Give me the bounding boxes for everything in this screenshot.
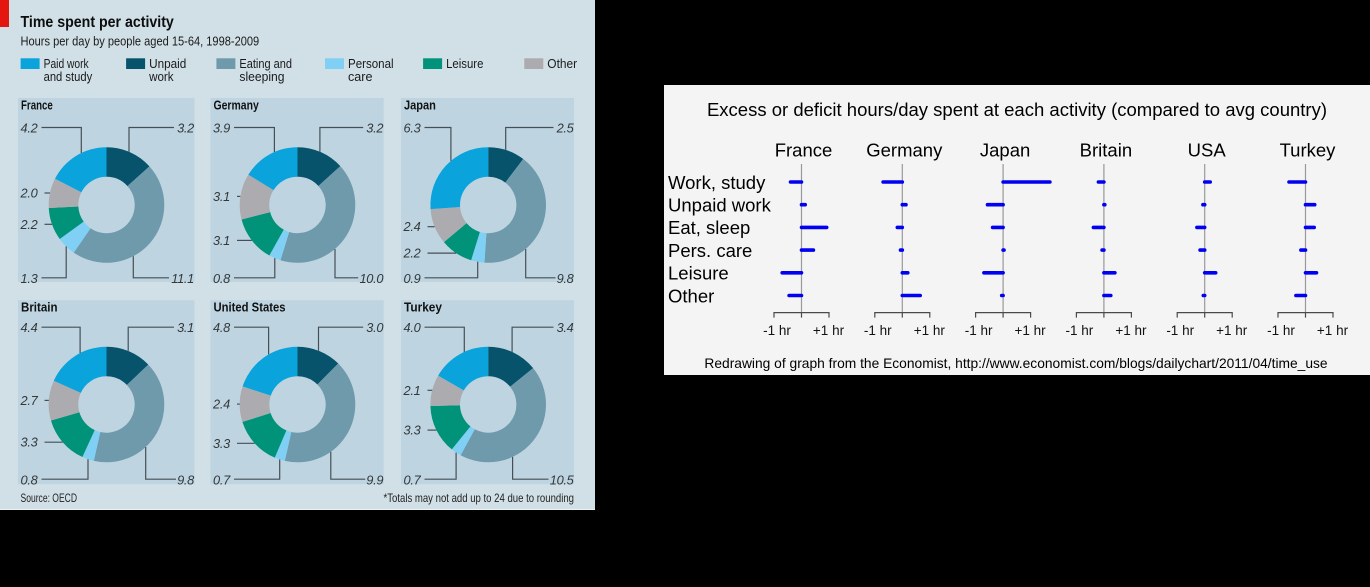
svg-text:France: France <box>775 140 833 161</box>
svg-text:4.4: 4.4 <box>21 320 38 335</box>
svg-text:3.9: 3.9 <box>213 121 230 136</box>
svg-text:2.5: 2.5 <box>556 121 575 136</box>
svg-text:10.5: 10.5 <box>550 472 575 487</box>
svg-text:2.4: 2.4 <box>212 397 230 412</box>
svg-text:3.3: 3.3 <box>213 436 230 451</box>
svg-text:Eat, sleep: Eat, sleep <box>668 217 750 238</box>
svg-text:0.7: 0.7 <box>404 472 422 487</box>
svg-text:Turkey: Turkey <box>404 301 442 315</box>
svg-text:work: work <box>148 69 174 84</box>
svg-text:Excess or deficit hours/day sp: Excess or deficit hours/day spent at eac… <box>707 99 1327 120</box>
svg-text:Leisure: Leisure <box>668 263 729 284</box>
svg-text:4.8: 4.8 <box>213 320 231 335</box>
svg-text:Redrawing of graph from the Ec: Redrawing of graph from the Economist, h… <box>704 356 1328 371</box>
svg-text:-1 hr: -1 hr <box>763 323 791 338</box>
svg-text:Work, study: Work, study <box>668 172 766 193</box>
svg-text:10.0: 10.0 <box>359 271 384 286</box>
svg-text:-1 hr: -1 hr <box>965 323 993 338</box>
svg-text:Britain: Britain <box>1080 140 1132 161</box>
svg-text:3.3: 3.3 <box>404 423 421 438</box>
svg-text:-1 hr: -1 hr <box>1166 323 1194 338</box>
svg-text:4.2: 4.2 <box>21 121 38 136</box>
svg-text:Leisure: Leisure <box>446 56 483 71</box>
svg-text:Germany: Germany <box>866 140 943 161</box>
svg-text:Eating and: Eating and <box>239 56 292 71</box>
svg-text:9.8: 9.8 <box>177 472 195 487</box>
svg-text:9.9: 9.9 <box>366 472 383 487</box>
svg-text:and study: and study <box>44 69 93 84</box>
svg-text:Pers. care: Pers. care <box>668 240 752 261</box>
svg-text:Other: Other <box>547 56 577 71</box>
svg-text:2.2: 2.2 <box>20 217 38 232</box>
svg-text:2.7: 2.7 <box>20 393 39 408</box>
svg-text:3.1: 3.1 <box>213 189 230 204</box>
svg-text:0.9: 0.9 <box>404 271 421 286</box>
svg-text:-1 hr: -1 hr <box>864 323 892 338</box>
svg-text:Hours per day by people aged 1: Hours per day by people aged 15-64, 1998… <box>21 33 260 48</box>
svg-text:+1 hr: +1 hr <box>813 323 845 338</box>
svg-text:+1 hr: +1 hr <box>1216 323 1248 338</box>
svg-text:-1 hr: -1 hr <box>1267 323 1295 338</box>
svg-text:care: care <box>348 69 373 84</box>
svg-text:*Totals may not add up to 24 d: *Totals may not add up to 24 due to roun… <box>384 491 575 505</box>
svg-text:3.1: 3.1 <box>213 233 230 248</box>
svg-text:Personal: Personal <box>348 56 394 71</box>
svg-text:Other: Other <box>668 285 714 306</box>
svg-text:+1 hr: +1 hr <box>1317 323 1349 338</box>
svg-text:Japan: Japan <box>980 140 1030 161</box>
svg-text:2.2: 2.2 <box>403 246 421 261</box>
svg-text:11.1: 11.1 <box>171 271 194 286</box>
svg-text:2.4: 2.4 <box>403 219 421 234</box>
svg-text:3.4: 3.4 <box>557 320 574 335</box>
svg-text:3.2: 3.2 <box>177 121 194 136</box>
svg-text:4.0: 4.0 <box>404 320 422 335</box>
svg-text:6.3: 6.3 <box>404 121 421 136</box>
svg-text:Time spent per activity: Time spent per activity <box>21 14 174 31</box>
svg-text:2.0: 2.0 <box>20 186 39 201</box>
svg-text:sleeping: sleeping <box>239 69 284 84</box>
svg-text:-1 hr: -1 hr <box>1066 323 1094 338</box>
svg-text:Turkey: Turkey <box>1280 140 1337 161</box>
svg-text:France: France <box>21 99 53 113</box>
svg-text:Unpaid work: Unpaid work <box>668 195 772 216</box>
svg-text:+1 hr: +1 hr <box>1015 323 1047 338</box>
svg-text:Paid work: Paid work <box>44 56 89 71</box>
svg-text:Unpaid: Unpaid <box>149 56 186 71</box>
svg-text:Source: OECD: Source: OECD <box>21 491 78 505</box>
svg-text:Britain: Britain <box>21 301 58 315</box>
svg-text:3.3: 3.3 <box>21 435 38 450</box>
svg-text:3.1: 3.1 <box>177 320 194 335</box>
svg-text:2.1: 2.1 <box>403 383 421 398</box>
svg-text:Japan: Japan <box>404 99 436 113</box>
svg-text:0.8: 0.8 <box>21 472 39 487</box>
svg-text:3.0: 3.0 <box>366 320 384 335</box>
svg-text:9.8: 9.8 <box>557 271 575 286</box>
svg-text:3.2: 3.2 <box>366 121 383 136</box>
svg-text:+1 hr: +1 hr <box>914 323 946 338</box>
svg-text:United States: United States <box>214 301 286 315</box>
svg-text:Germany: Germany <box>214 99 259 113</box>
svg-text:USA: USA <box>1188 140 1227 161</box>
svg-text:1.3: 1.3 <box>21 271 38 286</box>
svg-text:0.7: 0.7 <box>213 472 231 487</box>
svg-text:+1 hr: +1 hr <box>1115 323 1147 338</box>
svg-text:0.8: 0.8 <box>213 271 231 286</box>
